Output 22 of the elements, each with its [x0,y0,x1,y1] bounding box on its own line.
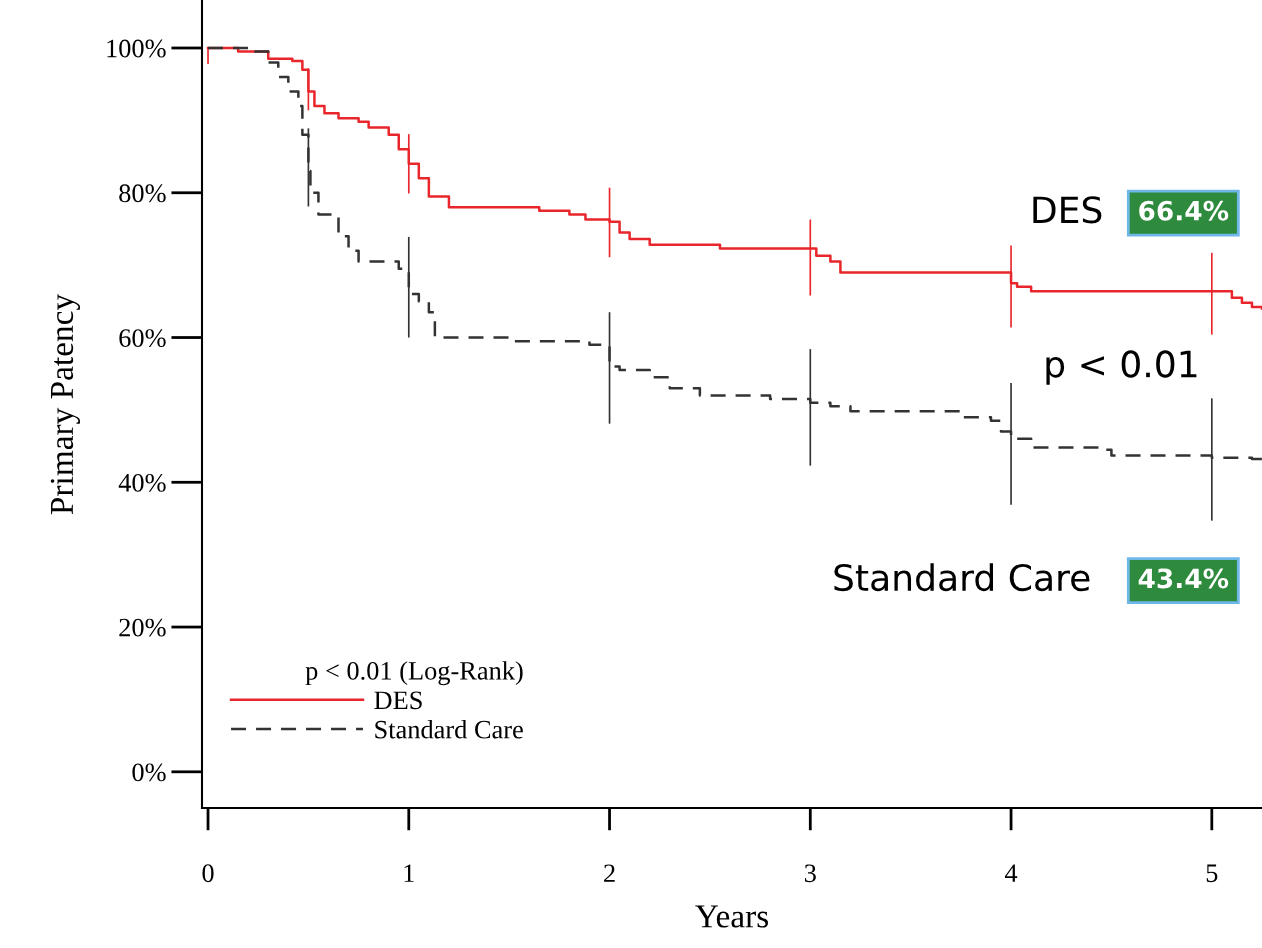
annotation: Standard Care [834,563,1090,592]
y-tick-label: 100% [107,39,166,58]
annotation: DES [1033,196,1102,224]
x-tick-label: 3 [804,864,816,883]
y-tick-label: 40% [118,473,166,492]
y-tick-label: 80% [119,184,166,203]
annotation: p < 0.01 [1046,350,1197,385]
x-tick-label: 2 [604,864,615,882]
x-tick-label: 0 [202,864,214,883]
legend-label: Standard Care [375,719,523,739]
legend-label: DES [374,691,422,710]
y-tick-label: 0% [132,763,166,782]
annotation: 66.4% [1139,200,1229,221]
x-axis-title: Years [695,905,768,928]
x-tick-label: 1 [404,864,414,882]
y-tick-label: 20% [119,618,166,637]
legend-title: p < 0.01 (Log-Rank) [305,661,523,686]
y-axis-title: Primary Patency [50,293,81,515]
x-tick-label: 5 [1206,864,1218,883]
x-tick-label: 4 [1004,864,1018,882]
y-tick-label: 60% [119,329,166,348]
annotation: 43.4% [1138,568,1229,589]
